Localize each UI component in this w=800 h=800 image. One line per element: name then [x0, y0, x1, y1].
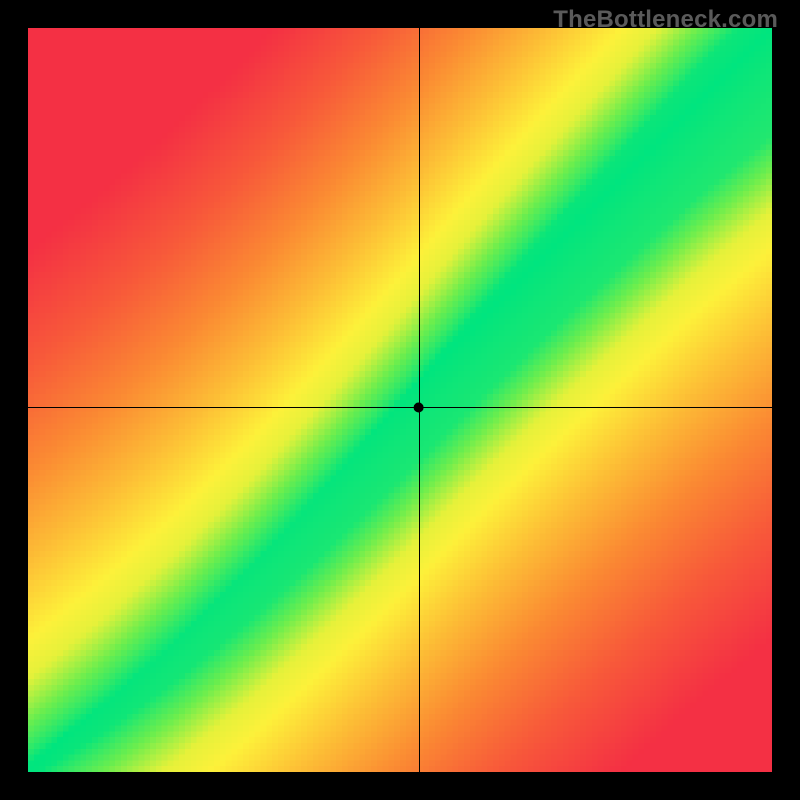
watermark-text: TheBottleneck.com: [553, 6, 778, 34]
crosshair-overlay: [28, 28, 772, 772]
